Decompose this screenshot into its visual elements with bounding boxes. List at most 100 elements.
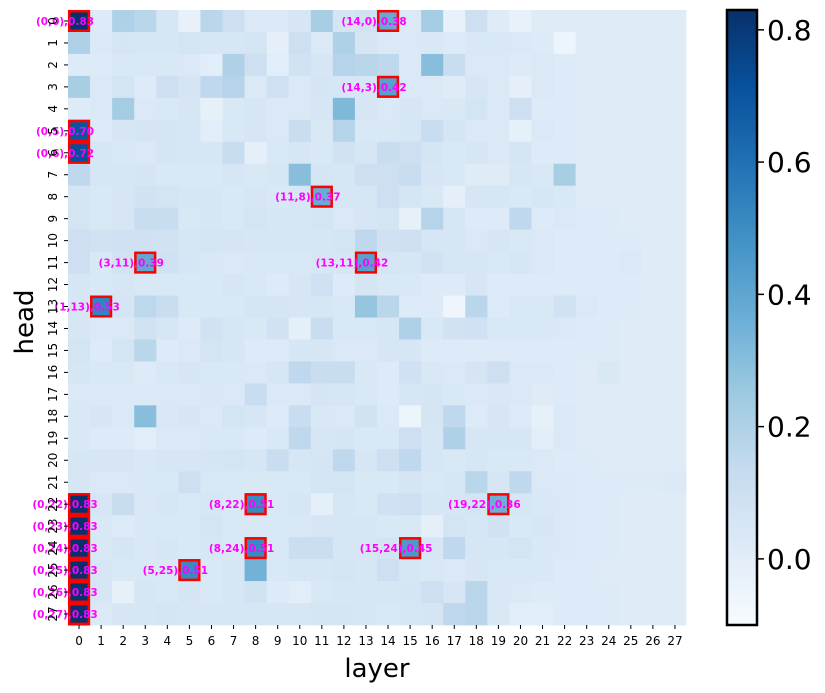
heatmap-cell: [266, 119, 290, 143]
heatmap-cell: [553, 10, 577, 33]
y-tick-label: 19: [46, 431, 60, 446]
heatmap-cell: [531, 97, 554, 121]
heatmap-cell: [465, 581, 488, 604]
heatmap-cell: [575, 229, 599, 252]
heatmap-cell: [310, 515, 334, 538]
highlight-box: [67, 119, 91, 142]
heatmap-cell: [156, 141, 179, 165]
heatmap-cell: [465, 449, 488, 472]
heatmap-cell: [332, 10, 356, 33]
heatmap-cell: [553, 207, 577, 231]
y-tick-label: 25: [46, 562, 60, 577]
heatmap-cell: [90, 405, 113, 428]
heatmap-cell: [156, 251, 179, 274]
heatmap-cell: [487, 427, 510, 450]
heatmap-cell: [288, 383, 312, 406]
heatmap-cell: [244, 207, 268, 231]
heatmap-cell: [597, 603, 621, 626]
heatmap-cell: [178, 185, 201, 209]
heatmap-cell: [222, 405, 245, 428]
heatmap-cell: [509, 97, 532, 121]
heatmap-cell: [509, 537, 532, 560]
heatmap-cell: [156, 537, 179, 560]
x-tick-label: 13: [358, 634, 373, 648]
heatmap-cell: [619, 317, 643, 340]
heatmap-cell: [222, 31, 245, 55]
heatmap-cell: [663, 537, 687, 560]
heatmap-cell: [399, 471, 422, 494]
heatmap-cell: [399, 603, 422, 626]
heatmap-cell: [377, 207, 400, 231]
heatmap-cell: [421, 449, 444, 472]
heatmap-cell: [134, 361, 157, 384]
heatmap-cell: [377, 229, 400, 252]
heatmap-cell: [310, 603, 334, 626]
heatmap-cell: [310, 471, 334, 494]
y-tick-label: 1: [46, 39, 60, 47]
heatmap-cell: [531, 141, 554, 165]
heatmap-cell: [134, 471, 157, 494]
heatmap-cell: [465, 75, 488, 99]
heatmap-cell: [465, 405, 488, 428]
colorbar-gradient: [725, 8, 759, 627]
heatmap-cell: [178, 559, 201, 582]
heatmap-cell: [443, 405, 466, 428]
heatmap-cell: [68, 515, 91, 538]
heatmap-cell: [134, 603, 157, 626]
heatmap-cell: [509, 427, 532, 450]
heatmap-cell: [222, 339, 245, 362]
x-tick-label: 25: [623, 634, 638, 648]
heatmap-cell: [332, 515, 356, 538]
heatmap-cell: [354, 559, 378, 582]
heatmap-cell: [112, 10, 135, 33]
heatmap-cell: [509, 471, 532, 494]
heatmap-cell: [619, 537, 643, 560]
heatmap-cell: [156, 273, 179, 296]
heatmap-cell: [156, 10, 179, 33]
heatmap-cell: [575, 361, 599, 384]
heatmap-cell: [354, 493, 378, 516]
heatmap-cell: [421, 75, 444, 99]
heatmap-cell: [332, 383, 356, 406]
highlight-box: [67, 602, 91, 626]
heatmap-cell: [641, 383, 665, 406]
heatmap-cell: [531, 471, 554, 494]
heatmap-cell: [399, 317, 422, 340]
highlight-box: [90, 295, 113, 318]
x-tick-label: 9: [274, 634, 282, 648]
heatmap-cell: [156, 361, 179, 384]
heatmap-cell: [90, 383, 113, 406]
y-tick-label: 12: [46, 277, 60, 292]
highlight-label: (5,25),0.51: [143, 565, 208, 577]
heatmap-cell: [619, 75, 643, 99]
highlight-box: [134, 251, 157, 274]
heatmap-cell: [178, 405, 201, 428]
heatmap-cell: [443, 251, 466, 274]
heatmap-cell: [443, 141, 466, 165]
heatmap-cell: [244, 383, 268, 406]
heatmap-cell: [266, 207, 290, 231]
heatmap-cell: [487, 361, 510, 384]
heatmap-cell: [641, 229, 665, 252]
heatmap-cell: [597, 119, 621, 143]
heatmap-cell: [663, 383, 687, 406]
heatmap-cell: [663, 493, 687, 516]
heatmap-cell: [332, 97, 356, 121]
heatmap-cell: [531, 75, 554, 99]
highlight-box: [354, 251, 378, 274]
heatmap-cell: [68, 273, 91, 296]
heatmap-cell: [90, 185, 113, 209]
y-tick-label: 14: [46, 321, 60, 336]
heatmap-cell: [663, 317, 687, 340]
heatmap-cell: [332, 339, 356, 362]
heatmap-cell: [377, 339, 400, 362]
heatmap-cell: [443, 229, 466, 252]
x-tick-label: 24: [601, 634, 616, 648]
heatmap-cell: [641, 581, 665, 604]
heatmap-cell: [487, 97, 510, 121]
heatmap-cell: [531, 207, 554, 231]
heatmap-cell: [399, 185, 422, 209]
heatmap-cell: [531, 581, 554, 604]
heatmap-cell: [377, 427, 400, 450]
heatmap-cell: [354, 185, 378, 209]
